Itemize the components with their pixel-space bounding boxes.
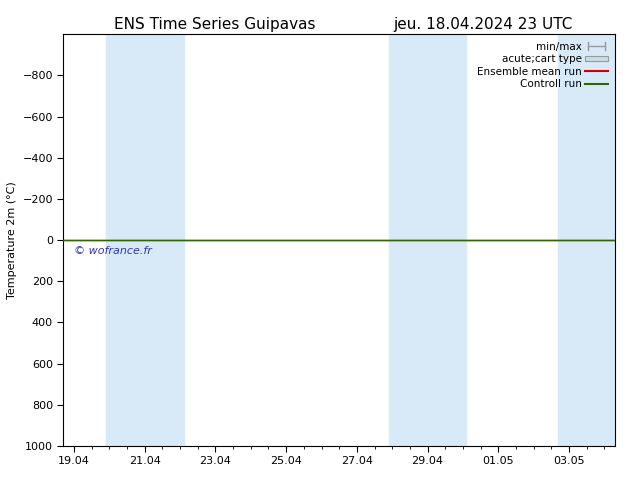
Text: ENS Time Series Guipavas: ENS Time Series Guipavas: [114, 17, 316, 32]
Y-axis label: Temperature 2m (°C): Temperature 2m (°C): [7, 181, 17, 299]
Text: jeu. 18.04.2024 23 UTC: jeu. 18.04.2024 23 UTC: [393, 17, 573, 32]
Bar: [389, 34, 467, 446]
Legend: min/max, acute;cart type, Ensemble mean run, Controll run: min/max, acute;cart type, Ensemble mean …: [475, 40, 610, 92]
Text: © wofrance.fr: © wofrance.fr: [74, 246, 152, 256]
Bar: [559, 34, 615, 446]
Bar: [106, 34, 184, 446]
